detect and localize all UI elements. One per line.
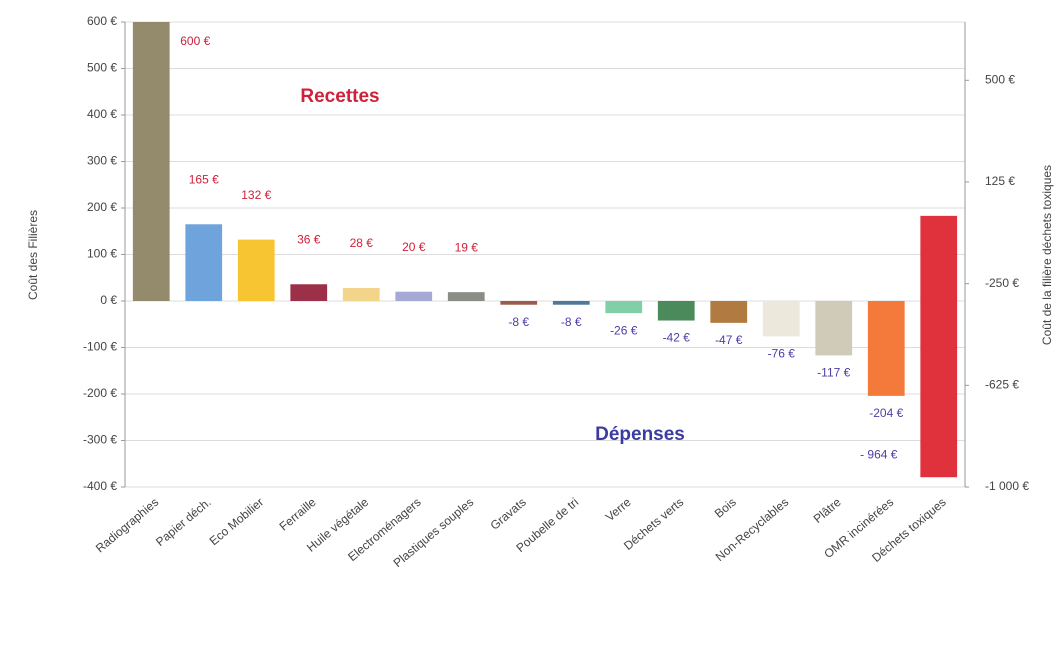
x-tick-label: Gravats: [488, 495, 529, 533]
value-label: -8 €: [561, 315, 582, 329]
bar: [447, 292, 485, 301]
x-tick-label: Radiographies: [93, 495, 161, 555]
bar: [657, 301, 695, 321]
y-tick-label: 500 €: [87, 61, 117, 75]
bar: [237, 239, 275, 301]
value-label: 28 €: [350, 236, 374, 250]
y-tick-label: 200 €: [87, 200, 117, 214]
y2-tick-label: 125 €: [985, 174, 1015, 188]
value-label: 20 €: [402, 240, 426, 254]
x-tick-label: Verre: [603, 495, 634, 524]
bar: [342, 287, 380, 301]
bar: [395, 291, 433, 301]
bar: [920, 215, 958, 478]
bar: [762, 301, 800, 337]
y2-tick-label: 500 €: [985, 72, 1015, 86]
x-tick-label: Papier déch.: [153, 495, 214, 549]
value-label: -76 €: [768, 347, 796, 361]
value-label: -42 €: [663, 331, 691, 345]
value-label: -204 €: [869, 406, 903, 420]
x-tick-label: Bois: [712, 495, 739, 521]
value-label: 165 €: [189, 172, 219, 186]
y-tick-label: 400 €: [87, 107, 117, 121]
value-label: 36 €: [297, 232, 321, 246]
value-label: 19 €: [455, 240, 479, 254]
y-tick-label: 600 €: [87, 14, 117, 28]
y-axis-title: Coût des Filières: [26, 210, 40, 300]
value-label: -26 €: [610, 323, 638, 337]
bar: [552, 301, 590, 305]
x-tick-label: Plâtre: [811, 495, 844, 526]
y-tick-label: 100 €: [87, 247, 117, 261]
annotation: Recettes: [300, 86, 379, 107]
y-tick-label: -100 €: [83, 340, 117, 354]
y2-tick-label: -1 000 €: [985, 479, 1029, 493]
y2-tick-label: -625 €: [985, 377, 1019, 391]
y-tick-label: -200 €: [83, 386, 117, 400]
y-tick-label: 0 €: [100, 293, 117, 307]
y-tick-label: 300 €: [87, 154, 117, 168]
y2-tick-label: -250 €: [985, 276, 1019, 290]
y2-axis-title: Coût de la filière déchets toxiques: [1040, 165, 1054, 345]
bar: [185, 224, 223, 301]
y-tick-label: -300 €: [83, 433, 117, 447]
value-label: 132 €: [241, 188, 271, 202]
bar: [500, 301, 538, 305]
value-label: -8 €: [508, 315, 529, 329]
value-label: 600 €: [180, 34, 210, 48]
bar: [815, 301, 853, 356]
value-label: -117 €: [817, 366, 850, 380]
value-label: - 964 €: [860, 447, 898, 461]
bar: [132, 22, 170, 301]
x-tick-label: Eco Mobilier: [207, 495, 267, 548]
bar: [710, 301, 748, 323]
y-tick-label: -400 €: [83, 479, 117, 493]
bar: [605, 301, 643, 314]
bar: [290, 284, 328, 301]
value-label: -47 €: [715, 333, 743, 347]
bar: [867, 301, 905, 396]
x-tick-label: Ferraille: [277, 495, 319, 534]
annotation: Dépenses: [595, 424, 685, 445]
